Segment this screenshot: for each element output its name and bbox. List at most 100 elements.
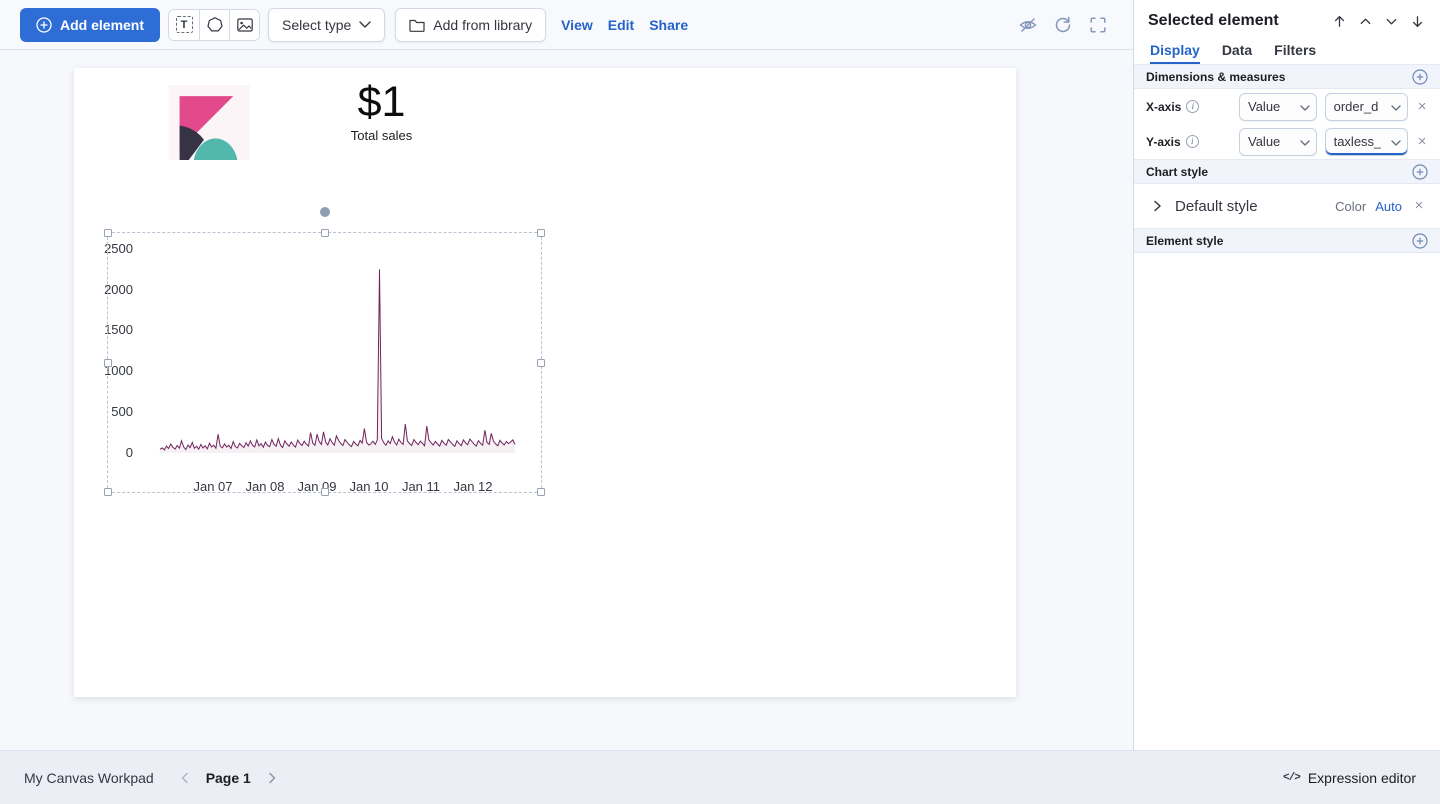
- default-style-row: Default style Color Auto ×: [1134, 184, 1440, 228]
- remove-x-axis-button[interactable]: ×: [1413, 98, 1431, 116]
- tab-data[interactable]: Data: [1221, 42, 1253, 58]
- metric-label: Total sales: [350, 128, 413, 144]
- hide-toolbar-eye-slash-icon[interactable]: [1018, 15, 1038, 35]
- add-from-library-label: Add from library: [433, 16, 533, 33]
- x-axis-aggregation-value: Value: [1248, 99, 1281, 114]
- resize-handle-top-right[interactable]: [537, 229, 545, 237]
- panel-title: Selected element: [1148, 12, 1279, 29]
- chevron-down-icon: [1299, 139, 1310, 146]
- x-tick-label: Jan 10: [349, 479, 389, 494]
- send-to-back-arrow-down-icon[interactable]: [1409, 13, 1426, 30]
- sales-line-chart[interactable]: [74, 68, 1016, 697]
- view-link[interactable]: View: [561, 16, 593, 33]
- expression-editor-toggle[interactable]: </> Expression editor: [1283, 770, 1416, 786]
- code-icon: </>: [1283, 771, 1301, 784]
- x-tick-label: Jan 11: [401, 479, 441, 494]
- x-axis-aggregation-select[interactable]: Value: [1239, 92, 1317, 121]
- x-axis-row: X-axis i Value order_d ×: [1134, 89, 1440, 124]
- fullscreen-icon[interactable]: [1088, 15, 1108, 35]
- info-icon[interactable]: i: [1185, 135, 1199, 148]
- color-auto-link[interactable]: Auto: [1375, 198, 1402, 214]
- element-tools-group: T: [168, 8, 261, 41]
- y-axis-row: Y-axis i Value taxless_ ×: [1134, 124, 1440, 159]
- chevron-down-icon: [1391, 104, 1401, 111]
- remove-y-axis-button[interactable]: ×: [1413, 133, 1431, 151]
- dimensions-measures-title: Dimensions & measures: [1146, 69, 1286, 84]
- add-dimension-plus-icon[interactable]: [1412, 68, 1428, 85]
- resize-handle-bottom-middle[interactable]: [320, 488, 329, 496]
- add-element-label: Add element: [60, 16, 145, 33]
- add-element-button[interactable]: Add element: [20, 7, 161, 42]
- y-axis-aggregation-select[interactable]: Value: [1239, 127, 1317, 156]
- element-style-title: Element style: [1146, 233, 1224, 248]
- y-axis-label: Y-axis: [1146, 134, 1181, 149]
- element-style-header: Element style: [1134, 228, 1440, 253]
- page-number-label[interactable]: Page 1: [205, 769, 251, 786]
- chevron-down-icon: [1299, 104, 1310, 111]
- shape-icon: [206, 16, 224, 34]
- resize-handle-bottom-right[interactable]: [537, 488, 545, 496]
- bring-to-front-arrow-up-icon[interactable]: [1331, 13, 1348, 30]
- y-axis-field-select[interactable]: taxless_: [1324, 127, 1409, 156]
- plus-circle-icon: [36, 16, 52, 33]
- rotate-handle[interactable]: [319, 207, 330, 217]
- bring-forward-chevron-up-icon[interactable]: [1357, 13, 1374, 30]
- refresh-icon[interactable]: [1053, 15, 1073, 35]
- send-backward-chevron-down-icon[interactable]: [1383, 13, 1400, 30]
- metric-element[interactable]: $1 Total sales: [319, 78, 444, 144]
- share-link[interactable]: Share: [649, 16, 689, 33]
- expand-chevron-right-icon[interactable]: [1149, 198, 1165, 214]
- info-icon[interactable]: i: [1186, 100, 1200, 113]
- resize-handle-bottom-left[interactable]: [104, 488, 112, 496]
- resize-handle-middle-right[interactable]: [537, 358, 545, 367]
- panel-header: Selected element: [1134, 0, 1440, 36]
- selection-bounding-box[interactable]: [104, 207, 545, 496]
- y-axis-field-value: taxless_: [1333, 134, 1382, 149]
- add-element-style-plus-icon[interactable]: [1412, 232, 1428, 249]
- y-tick-label: 500: [111, 404, 133, 419]
- select-type-label: Select type: [282, 16, 352, 33]
- tab-display[interactable]: Display: [1150, 42, 1200, 64]
- kibana-logo-image[interactable]: [168, 85, 250, 160]
- y-tick-label: 1000: [104, 363, 133, 378]
- edit-link[interactable]: Edit: [607, 16, 635, 33]
- next-page-chevron-right-icon[interactable]: [263, 769, 281, 787]
- x-axis-field-value: order_d: [1333, 99, 1379, 114]
- add-chart-style-plus-icon[interactable]: [1412, 163, 1428, 180]
- x-axis-label: X-axis: [1146, 99, 1182, 114]
- expression-editor-label: Expression editor: [1307, 769, 1416, 786]
- toolbar-right-icons: [1018, 15, 1108, 35]
- folder-icon: [409, 18, 425, 32]
- color-label: Color: [1335, 198, 1367, 214]
- workpad-page[interactable]: $1 Total sales 0 500 1000 1500 2000 2500 Jan …: [74, 68, 1016, 697]
- add-from-library-button[interactable]: Add from library: [395, 7, 547, 42]
- default-style-label: Default style: [1175, 197, 1258, 215]
- shape-tool-button[interactable]: [199, 9, 230, 40]
- workpad-name[interactable]: My Canvas Workpad: [24, 769, 154, 786]
- remove-default-style-button[interactable]: ×: [1410, 197, 1428, 215]
- image-tool-button[interactable]: [229, 9, 260, 40]
- footer-bar: My Canvas Workpad Page 1 </> Expression …: [0, 750, 1440, 804]
- workspace[interactable]: $1 Total sales 0 500 1000 1500 2000 2500 Jan …: [0, 50, 1133, 750]
- resize-handle-top-middle[interactable]: [320, 229, 329, 237]
- text-tool-button[interactable]: T: [169, 9, 200, 40]
- chart-style-title: Chart style: [1146, 164, 1209, 179]
- resize-handle-top-left[interactable]: [104, 229, 112, 237]
- y-axis-aggregation-value: Value: [1248, 134, 1281, 149]
- metric-value: $1: [357, 78, 406, 126]
- chevron-down-icon: [359, 21, 371, 28]
- tab-filters[interactable]: Filters: [1274, 42, 1317, 58]
- previous-page-chevron-left-icon[interactable]: [176, 769, 194, 787]
- x-tick-label: Jan 12: [453, 479, 493, 494]
- workpad-links: View Edit Share: [561, 17, 688, 33]
- resize-handle-middle-left[interactable]: [104, 358, 112, 367]
- select-type-dropdown[interactable]: Select type: [268, 7, 386, 42]
- dimensions-measures-header: Dimensions & measures: [1134, 64, 1440, 89]
- x-axis-field-select[interactable]: order_d: [1324, 92, 1409, 121]
- y-tick-label: 2500: [104, 241, 133, 256]
- text-icon: T: [175, 16, 193, 33]
- x-tick-label: Jan 07: [193, 479, 233, 494]
- selected-element-panel: Selected element Display Data Filters: [1133, 0, 1440, 750]
- page-navigation: Page 1: [176, 769, 281, 787]
